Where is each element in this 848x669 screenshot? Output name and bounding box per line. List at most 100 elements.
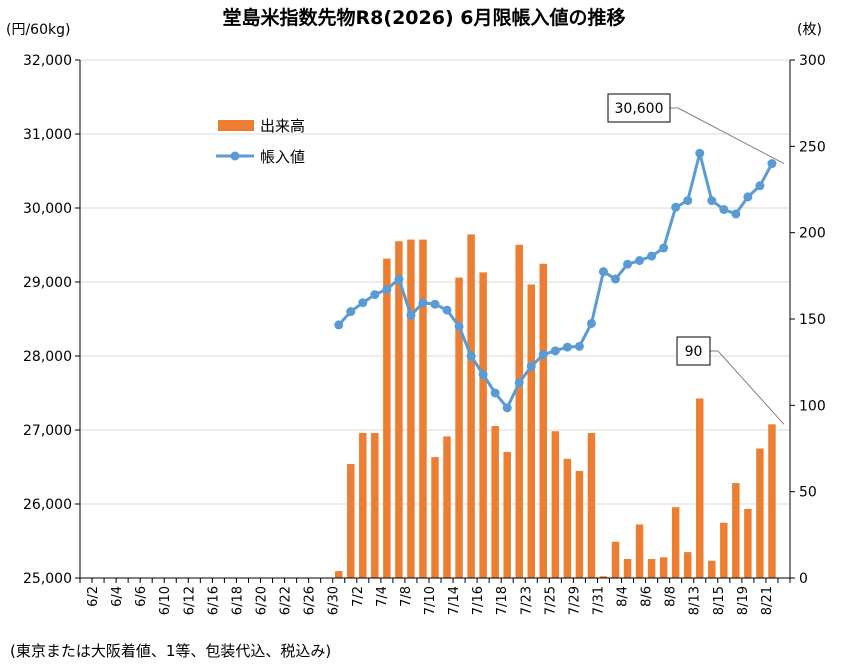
volume-bar xyxy=(539,263,548,578)
left-tick-label: 26,000 xyxy=(23,497,72,513)
volume-bar xyxy=(527,284,536,578)
settlement-price-point xyxy=(611,274,621,284)
settlement-price-point xyxy=(623,259,633,269)
x-tick-label: 8/13 xyxy=(688,586,703,615)
line-series xyxy=(334,148,777,413)
volume-bar xyxy=(623,559,632,578)
settlement-price-point xyxy=(743,192,753,202)
settlement-price-point xyxy=(502,403,512,413)
legend-bar-swatch xyxy=(218,120,254,131)
x-tick-label: 8/8 xyxy=(664,586,679,607)
x-tick-label: 7/2 xyxy=(351,586,366,607)
callout-box xyxy=(676,336,711,366)
volume-bar xyxy=(347,464,355,578)
settlement-price-point xyxy=(538,350,548,360)
settlement-price-point xyxy=(586,318,596,328)
volume-bar xyxy=(563,458,572,578)
settlement-price-point xyxy=(731,209,741,219)
left-tick-label: 27,000 xyxy=(23,423,72,439)
right-tick-label: 0 xyxy=(799,571,808,587)
settlement-price-point xyxy=(550,346,560,356)
settlement-price-point xyxy=(514,378,524,388)
x-tick-label: 7/4 xyxy=(375,586,390,607)
right-tick-label: 100 xyxy=(799,398,826,414)
volume-bar xyxy=(431,457,439,578)
settlement-price-point xyxy=(370,290,380,300)
x-tick-label: 7/18 xyxy=(495,586,510,615)
settlement-price-point xyxy=(707,196,717,206)
volume-bar xyxy=(479,272,487,578)
volume-bar xyxy=(587,432,596,578)
x-tick-label: 6/20 xyxy=(255,586,270,615)
left-tick-label: 31,000 xyxy=(23,127,72,143)
x-tick-label: 6/30 xyxy=(327,586,342,615)
volume-bar xyxy=(683,552,692,578)
settlement-price-point xyxy=(406,310,416,320)
callout-leader xyxy=(677,107,785,165)
x-tick-label: 7/10 xyxy=(423,586,438,615)
settlement-price-point xyxy=(430,299,440,309)
callout-label: 30,600 xyxy=(615,101,664,117)
volume-bar xyxy=(515,244,523,578)
settlement-price-point xyxy=(659,243,669,253)
settlement-price-point xyxy=(526,361,536,371)
volume-bar xyxy=(611,541,620,578)
volume-bar xyxy=(744,508,752,578)
x-tick-label: 6/10 xyxy=(158,586,173,615)
x-tick-label: 7/14 xyxy=(447,586,462,615)
bar-series xyxy=(334,234,776,579)
x-tick-label: 7/29 xyxy=(567,586,582,615)
right-tick-label: 250 xyxy=(799,139,826,155)
settlement-price-point xyxy=(598,267,608,277)
x-tick-label: 6/26 xyxy=(303,586,318,615)
x-tick-label: 6/6 xyxy=(134,586,149,607)
settlement-price-point xyxy=(442,305,452,315)
volume-bar xyxy=(696,398,704,578)
axes: 25,000 26,000 27,000 28,000 29,000 30,000 31,0… xyxy=(23,53,826,615)
settlement-price-point xyxy=(683,196,693,206)
callout-box xyxy=(607,93,671,123)
settlement-price-point xyxy=(755,181,765,191)
x-tick-label: 6/18 xyxy=(230,586,245,615)
volume-bar xyxy=(407,239,415,578)
volume-bar xyxy=(647,559,656,578)
volume-bar xyxy=(467,234,475,579)
settlement-price-point xyxy=(695,148,705,158)
settlement-price-point xyxy=(671,202,681,212)
x-tick-label: 6/16 xyxy=(206,586,221,615)
x-tick-label: 8/6 xyxy=(640,586,655,607)
settlement-price-point xyxy=(635,256,645,266)
right-tick-label: 300 xyxy=(799,53,826,69)
callout-leader xyxy=(717,350,785,425)
volume-bar xyxy=(575,470,584,578)
chart-title: 堂島米指数先物R8(2026) 6月限帳入値の推移 xyxy=(223,6,626,29)
volume-bar xyxy=(768,424,776,578)
volume-bar xyxy=(599,576,608,578)
settlement-price-point xyxy=(478,370,488,379)
volume-bar xyxy=(756,448,764,578)
x-tick-label: 6/4 xyxy=(110,586,125,607)
right-axis-unit: (枚) xyxy=(797,22,822,38)
settlement-price-point xyxy=(358,298,368,308)
volume-bar xyxy=(383,258,391,578)
x-tick-label: 7/31 xyxy=(591,586,606,615)
x-tick-label: 8/19 xyxy=(736,586,751,615)
left-axis-unit: (円/60kg) xyxy=(6,22,70,38)
settlement-price-point xyxy=(767,159,777,169)
x-tick-label: 7/25 xyxy=(543,586,558,615)
annotations: 30,600 90 xyxy=(607,93,785,425)
x-tick-label: 8/4 xyxy=(616,586,631,607)
volume-bar xyxy=(334,571,343,578)
settlement-price-point xyxy=(647,251,657,261)
legend-line-marker xyxy=(230,151,240,161)
volume-bar xyxy=(491,426,499,578)
left-tick-label: 29,000 xyxy=(23,275,72,291)
left-tick-label: 30,000 xyxy=(23,201,72,217)
x-tick-label: 7/23 xyxy=(519,586,534,615)
volume-bar xyxy=(720,522,728,578)
settlement-price-point xyxy=(382,284,392,294)
x-tick-label: 6/22 xyxy=(279,586,294,615)
volume-bar xyxy=(732,483,740,578)
volume-bar xyxy=(359,432,367,578)
